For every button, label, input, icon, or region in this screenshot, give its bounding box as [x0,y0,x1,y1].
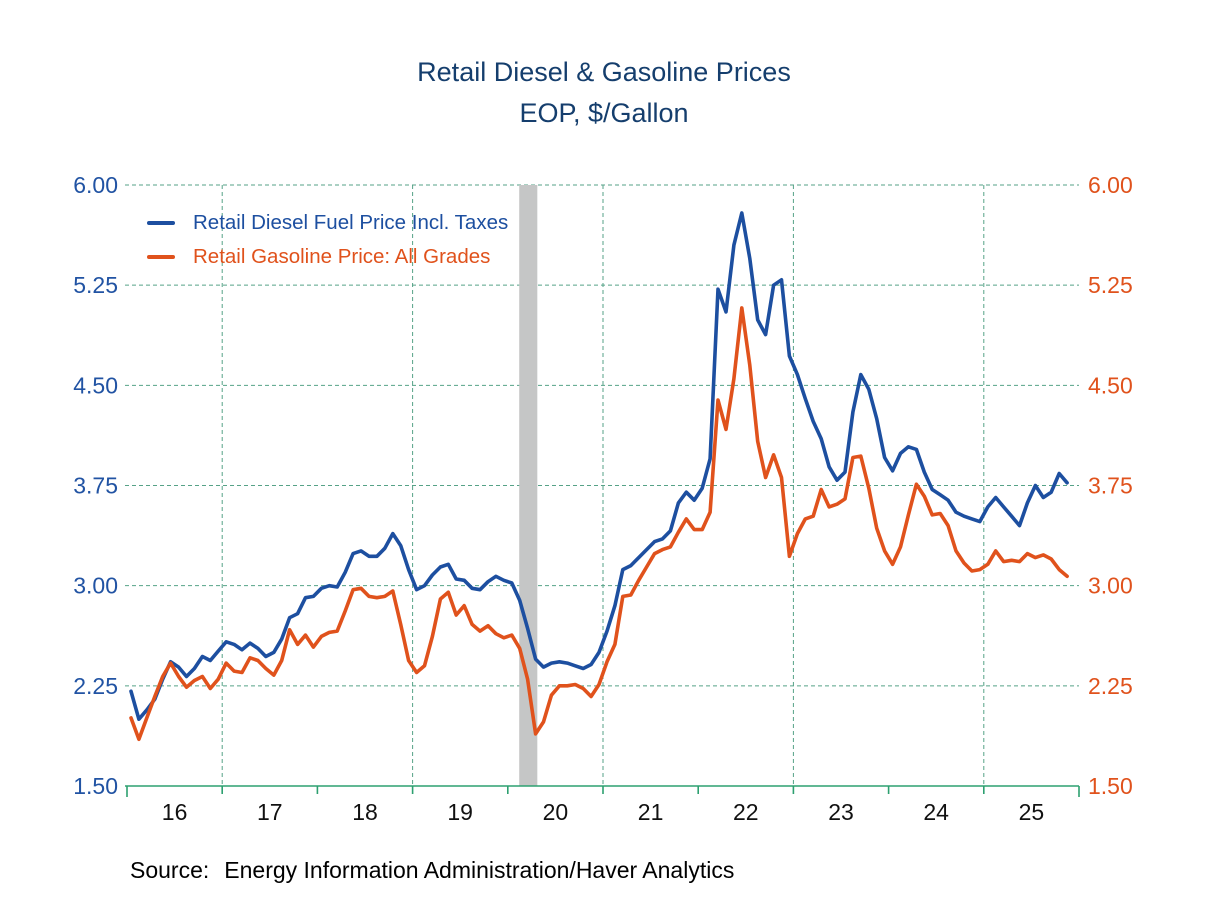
legend-label-diesel: Retail Diesel Fuel Price Incl. Taxes [193,211,509,234]
diesel-line-swatch [147,221,175,225]
y-axis-label-right: 6.00 [1088,172,1133,198]
legend: Retail Diesel Fuel Price Incl. Taxes Ret… [147,206,508,274]
legend-item-diesel: Retail Diesel Fuel Price Incl. Taxes [147,206,508,240]
series-line-diesel [129,211,1069,722]
x-axis-label: 21 [638,799,664,825]
y-axis-label-left: 5.25 [73,272,118,298]
legend-item-gasoline: Retail Gasoline Price: All Grades [147,240,508,274]
y-axis-label-right: 4.50 [1088,372,1133,398]
x-axis-label: 18 [352,799,378,825]
y-axis-label-right: 5.25 [1088,272,1133,298]
source-label: Source: [130,857,210,883]
y-axis-label-left: 1.50 [73,773,118,799]
x-axis-label: 25 [1019,799,1045,825]
gasoline-line-swatch [147,255,175,259]
x-axis-label: 22 [733,799,759,825]
source-note: Source: Energy Information Administratio… [130,857,734,884]
legend-label-gasoline: Retail Gasoline Price: All Grades [193,245,491,268]
chart-title-line2: EOP, $/Gallon [519,98,689,128]
x-axis-label: 20 [543,799,569,825]
y-axis-label-right: 3.75 [1088,473,1133,499]
y-axis-label-right: 1.50 [1088,773,1133,799]
x-axis-label: 23 [828,799,854,825]
y-axis-label-right: 2.25 [1088,673,1133,699]
y-axis-label-right: 3.00 [1088,573,1133,599]
series-line-gasoline [129,306,1069,742]
y-axis-label-left: 3.75 [73,473,118,499]
y-axis-label-left: 6.00 [73,172,118,198]
chart-title-line1: Retail Diesel & Gasoline Prices [417,57,791,87]
source-text: Energy Information Administration/Haver … [224,857,735,883]
y-axis-label-left: 4.50 [73,372,118,398]
chart-title: Retail Diesel & Gasoline Prices EOP, $/G… [0,52,1208,134]
x-axis-label: 16 [162,799,188,825]
y-axis-label-left: 3.00 [73,573,118,599]
x-axis-label: 17 [257,799,283,825]
y-axis-label-left: 2.25 [73,673,118,699]
recession-band [519,185,538,786]
x-axis-label: 19 [447,799,473,825]
x-axis-label: 24 [923,799,949,825]
